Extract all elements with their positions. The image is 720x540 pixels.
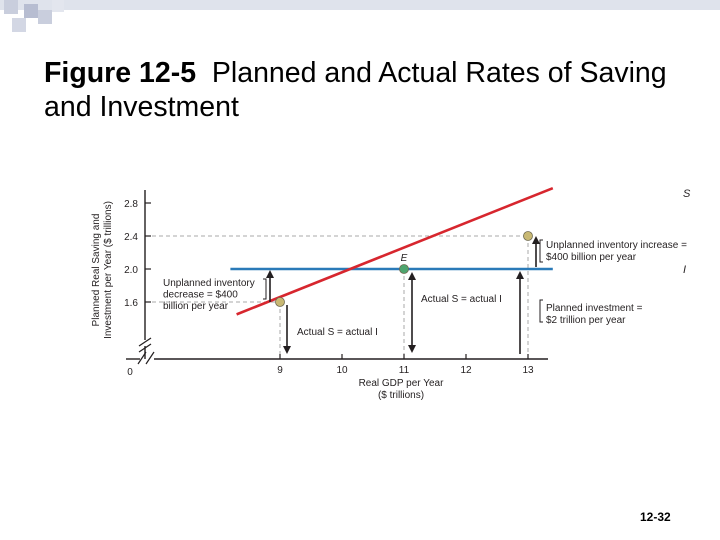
- x-tick-label-4: 13: [522, 365, 534, 376]
- y-tick-label-3: 2.8: [124, 199, 138, 210]
- x-tick-label-0: 9: [277, 365, 283, 376]
- y-tick-label-2: 2.4: [124, 232, 138, 243]
- x-axis-title: Real GDP per Year ($ trillions): [359, 378, 445, 401]
- x-tick-label-2: 11: [399, 365, 410, 376]
- y-tick-label-1: 2.0: [124, 265, 138, 276]
- annotation-unplanned-decrease: Unplanned inventory decrease = $400 billio…: [163, 278, 255, 312]
- y-tick-label-0: 1.6: [124, 298, 138, 309]
- chart-axes: [126, 190, 548, 365]
- arrow-decrease-up: [266, 270, 274, 302]
- chart-series: [230, 186, 554, 316]
- y-axis-break-1: [138, 337, 152, 347]
- decorative-squares: [0, 0, 720, 32]
- saving-line: [236, 186, 554, 316]
- bracket-decrease: [263, 278, 267, 300]
- slide-title: Figure 12-5 Planned and Actual Rates of …: [44, 56, 684, 124]
- page-number: 12-32: [640, 510, 671, 524]
- data-point-1: [275, 297, 285, 307]
- x-axis-break-1: [137, 351, 147, 365]
- arrow-planned-up: [516, 271, 524, 354]
- chart-points: [275, 231, 533, 307]
- series-label-I: I: [683, 264, 686, 276]
- figure-label: Figure 12-5: [44, 57, 197, 89]
- figure-title: Planned and Actual Rates of Saving and I…: [44, 57, 667, 123]
- arrow-increase-up: [532, 236, 540, 267]
- chart-labels: Real GDP per Year ($ trillions) Planned Re…: [91, 188, 691, 401]
- annotation-unplanned-increase: Unplanned inventory increase = $400 billi…: [546, 240, 687, 263]
- arrow-actual-mid: [408, 272, 416, 353]
- origin-label: 0: [127, 367, 133, 378]
- annotation-actual-mid: Actual S = actual I: [421, 294, 502, 305]
- equilibrium-label: E: [401, 253, 408, 264]
- arrow-actual-left-down: [283, 305, 291, 354]
- bracket-planned: [539, 299, 543, 323]
- x-tick-label-3: 12: [460, 365, 472, 376]
- equilibrium-point: [399, 264, 409, 274]
- x-axis-break-2: [145, 351, 155, 365]
- guide-lines: [145, 235, 529, 359]
- series-label-S: S: [683, 188, 691, 200]
- annotation-arrows: [263, 236, 543, 354]
- y-axis-break-2: [138, 343, 152, 353]
- x-tick-label-1: 10: [336, 365, 348, 376]
- y-axis-title: Planned Real Saving andInvestment per Ye…: [91, 201, 114, 339]
- axis-ticks: 1.6 2.0 2.4 2.8 9 10 11 12 13 0: [124, 199, 534, 378]
- data-point-2: [523, 231, 533, 241]
- bracket-increase: [539, 239, 543, 263]
- annotation-actual-left: Actual S = actual I: [297, 327, 378, 338]
- annotation-planned-investment: Planned investment = $2 trillion per year: [546, 303, 643, 326]
